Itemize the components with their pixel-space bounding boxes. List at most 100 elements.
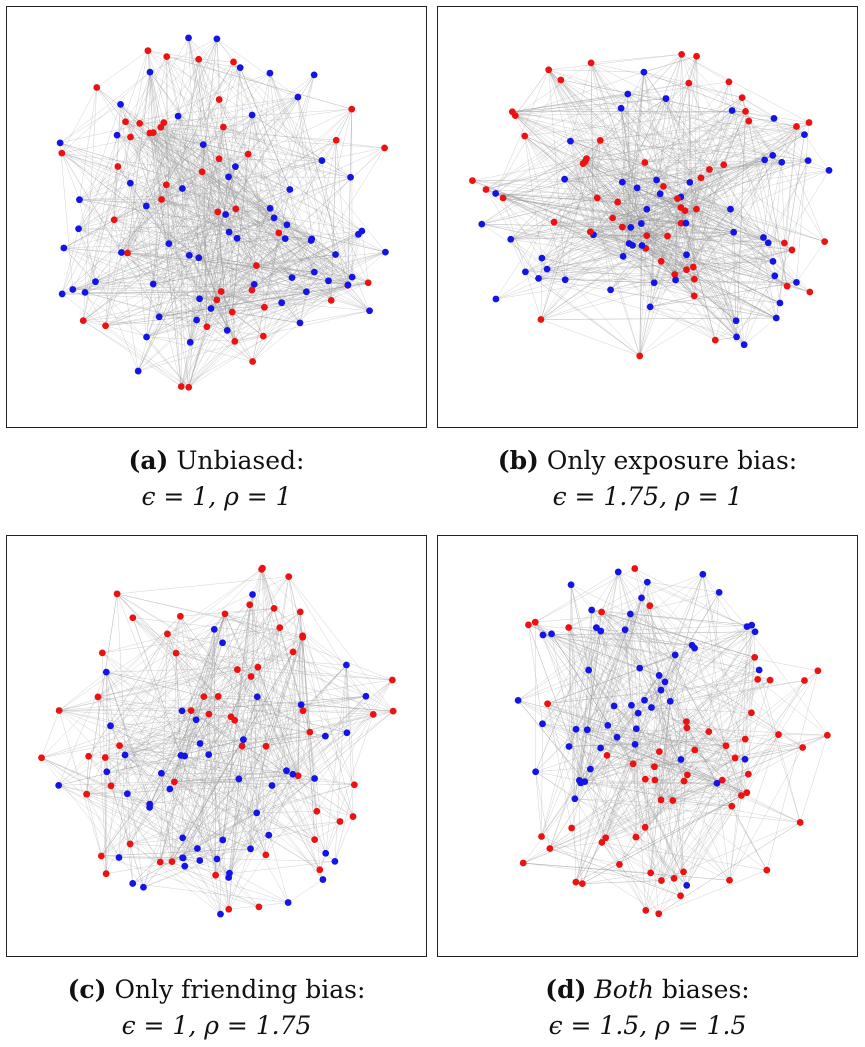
edge bbox=[601, 611, 755, 658]
node-blue bbox=[289, 770, 297, 778]
edge bbox=[59, 666, 258, 711]
edge bbox=[110, 627, 280, 727]
edge bbox=[130, 182, 255, 285]
edge bbox=[610, 289, 777, 319]
edge bbox=[779, 126, 797, 304]
edge bbox=[634, 568, 660, 676]
edge bbox=[524, 135, 566, 280]
edge bbox=[591, 609, 662, 691]
edge bbox=[643, 56, 697, 73]
edge bbox=[548, 69, 628, 95]
edge bbox=[159, 282, 369, 318]
edge bbox=[481, 197, 598, 225]
edge bbox=[184, 714, 210, 757]
edge bbox=[239, 67, 253, 291]
edge bbox=[694, 731, 710, 751]
edge bbox=[622, 72, 645, 257]
edge bbox=[206, 238, 238, 327]
edge bbox=[309, 732, 326, 854]
edge bbox=[617, 571, 636, 745]
edge bbox=[502, 197, 542, 320]
edge bbox=[540, 208, 731, 320]
node-red bbox=[538, 833, 545, 840]
edge bbox=[41, 696, 219, 758]
edge bbox=[237, 238, 312, 241]
edge bbox=[236, 238, 257, 266]
node-red bbox=[246, 601, 254, 609]
edge bbox=[180, 755, 320, 870]
edge bbox=[95, 67, 241, 282]
edge bbox=[59, 710, 243, 747]
node-red bbox=[248, 286, 256, 294]
edge bbox=[641, 223, 785, 244]
edge bbox=[149, 132, 236, 210]
edge bbox=[670, 624, 752, 702]
edge bbox=[86, 696, 258, 795]
edge bbox=[515, 115, 695, 280]
edge bbox=[661, 805, 732, 881]
edge bbox=[188, 37, 219, 212]
edge bbox=[168, 114, 253, 244]
edge bbox=[211, 307, 265, 309]
edge bbox=[203, 611, 301, 697]
edge bbox=[641, 597, 710, 732]
edge bbox=[590, 738, 746, 770]
edge bbox=[630, 613, 718, 784]
edge bbox=[116, 134, 253, 291]
edge bbox=[121, 252, 307, 292]
edge bbox=[600, 140, 785, 244]
edge bbox=[535, 622, 637, 729]
edge bbox=[568, 627, 695, 649]
edge bbox=[289, 189, 307, 292]
edge bbox=[228, 108, 352, 233]
edge bbox=[643, 71, 746, 112]
edge bbox=[149, 608, 275, 805]
edge bbox=[169, 774, 293, 790]
edge bbox=[221, 238, 312, 292]
edge bbox=[673, 734, 779, 879]
edge bbox=[160, 710, 192, 863]
edge bbox=[541, 705, 632, 837]
edge bbox=[564, 178, 731, 210]
edge bbox=[743, 317, 777, 345]
edge bbox=[667, 235, 694, 268]
edge bbox=[574, 627, 597, 799]
edge bbox=[495, 193, 631, 228]
edge bbox=[680, 680, 805, 896]
edge bbox=[620, 108, 710, 170]
edge bbox=[292, 651, 374, 715]
edge bbox=[59, 669, 238, 711]
edge bbox=[251, 114, 265, 308]
edge bbox=[680, 745, 727, 760]
edge bbox=[84, 292, 208, 328]
edge bbox=[196, 166, 236, 321]
edge bbox=[664, 681, 682, 760]
edge bbox=[734, 679, 758, 759]
edge bbox=[584, 781, 659, 914]
edge bbox=[535, 771, 542, 837]
edge bbox=[525, 98, 667, 272]
edge bbox=[661, 749, 696, 881]
edge bbox=[106, 666, 258, 673]
node-blue bbox=[232, 163, 239, 171]
edge bbox=[269, 189, 291, 209]
node-blue bbox=[761, 156, 769, 164]
node-blue bbox=[185, 34, 192, 42]
edge bbox=[570, 140, 601, 142]
edge bbox=[579, 729, 588, 781]
edge bbox=[224, 613, 280, 628]
edge bbox=[199, 778, 315, 861]
edge bbox=[169, 788, 218, 860]
node-blue bbox=[213, 35, 221, 43]
edge bbox=[130, 183, 191, 343]
edge bbox=[146, 72, 151, 207]
edge bbox=[523, 773, 749, 864]
node-red bbox=[187, 707, 195, 715]
node-red bbox=[253, 262, 260, 269]
node-blue bbox=[643, 205, 651, 213]
edge bbox=[596, 627, 674, 801]
edge bbox=[234, 224, 288, 342]
node-red bbox=[168, 858, 176, 866]
edge bbox=[548, 69, 594, 235]
node-red bbox=[55, 707, 63, 714]
